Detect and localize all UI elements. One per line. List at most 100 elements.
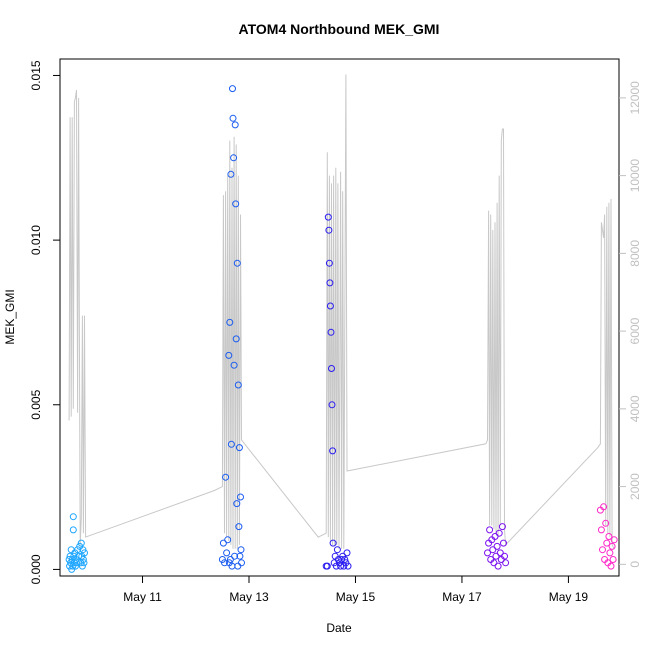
y-tick-label: 0.010 bbox=[29, 225, 43, 255]
y2-tick-label: 0 bbox=[628, 561, 642, 568]
data-point bbox=[333, 546, 341, 554]
x-axis: May 11 May 13 May 15 May 17 May 19 bbox=[123, 576, 588, 604]
data-point bbox=[344, 562, 352, 570]
data-point bbox=[227, 170, 235, 178]
y-axis: 0.000 0.005 0.010 0.015 bbox=[29, 60, 60, 584]
y-tick-label: 0.005 bbox=[29, 389, 43, 419]
data-point bbox=[327, 328, 335, 336]
data-point bbox=[599, 546, 606, 554]
data-point bbox=[81, 549, 88, 557]
data-point bbox=[489, 546, 497, 554]
data-point bbox=[235, 523, 243, 531]
data-point bbox=[607, 562, 615, 570]
data-point bbox=[222, 473, 230, 481]
data-point bbox=[71, 562, 79, 570]
data-point bbox=[325, 259, 333, 267]
data-point bbox=[229, 114, 237, 122]
data-point bbox=[224, 536, 232, 544]
data-point bbox=[229, 85, 236, 93]
plot-frame bbox=[59, 58, 620, 577]
data-point bbox=[324, 213, 332, 221]
y2-tick-label: 2000 bbox=[628, 473, 642, 500]
data-point bbox=[337, 562, 345, 570]
data-point bbox=[492, 552, 500, 560]
data-point bbox=[609, 556, 617, 563]
data-point bbox=[502, 559, 510, 567]
data-point bbox=[237, 546, 245, 554]
x-tick-label: May 17 bbox=[442, 590, 482, 604]
x-tick-label: May 11 bbox=[123, 590, 162, 604]
data-point bbox=[326, 302, 334, 310]
data-point bbox=[77, 539, 85, 547]
data-point bbox=[233, 259, 241, 267]
data-point bbox=[226, 318, 234, 326]
data-point bbox=[605, 533, 613, 540]
data-point bbox=[610, 536, 618, 544]
data-point bbox=[494, 562, 502, 570]
data-point bbox=[69, 513, 77, 521]
data-point bbox=[597, 526, 605, 534]
data-point bbox=[230, 154, 238, 162]
data-point bbox=[329, 539, 337, 547]
data-point bbox=[79, 556, 87, 563]
y2-tick-label: 4000 bbox=[628, 395, 642, 422]
data-point bbox=[608, 542, 616, 550]
altitude-line bbox=[68, 74, 615, 550]
data-point bbox=[78, 562, 86, 570]
data-point bbox=[231, 121, 239, 129]
y2-tick-label: 8000 bbox=[628, 240, 642, 267]
y2-tick-label: 10000 bbox=[628, 159, 642, 193]
data-point bbox=[325, 226, 333, 234]
data-point bbox=[329, 447, 337, 455]
data-point bbox=[75, 552, 83, 560]
data-point bbox=[235, 444, 243, 452]
data-point bbox=[219, 539, 227, 547]
data-point bbox=[602, 519, 610, 527]
y-tick-label: 0.015 bbox=[29, 60, 43, 90]
y2-tick-label: 6000 bbox=[628, 317, 642, 344]
data-point bbox=[234, 381, 242, 389]
data-point bbox=[233, 500, 241, 508]
x-tick-label: May 13 bbox=[229, 590, 269, 604]
data-point bbox=[341, 556, 349, 563]
data-point bbox=[227, 440, 235, 448]
data-points bbox=[65, 85, 618, 573]
y-axis-label: MEK_GMI bbox=[3, 289, 17, 344]
data-point bbox=[484, 549, 491, 557]
data-point bbox=[323, 562, 331, 570]
data-point bbox=[328, 401, 336, 409]
y2-tick-label: 12000 bbox=[628, 81, 642, 115]
altitude-lines bbox=[68, 74, 615, 550]
data-point bbox=[501, 552, 508, 560]
data-point bbox=[230, 361, 238, 369]
data-point bbox=[328, 365, 335, 372]
x-axis-label: Date bbox=[326, 621, 352, 635]
data-point bbox=[495, 529, 503, 537]
data-point bbox=[498, 523, 506, 531]
data-point bbox=[490, 559, 498, 567]
data-point bbox=[232, 200, 240, 208]
data-point bbox=[606, 549, 614, 557]
data-point bbox=[600, 503, 608, 511]
y-tick-label: 0.000 bbox=[29, 554, 43, 584]
data-point bbox=[223, 549, 231, 557]
data-point bbox=[486, 526, 494, 534]
data-point bbox=[603, 539, 611, 547]
x-tick-label: May 19 bbox=[549, 590, 589, 604]
data-point bbox=[338, 556, 346, 563]
data-point bbox=[491, 533, 499, 540]
data-point bbox=[238, 559, 245, 567]
data-point bbox=[225, 351, 233, 359]
data-point bbox=[226, 556, 234, 563]
chart-title: ATOM4 Northbound MEK_GMI bbox=[239, 21, 440, 37]
data-point bbox=[500, 539, 507, 547]
data-point bbox=[232, 335, 240, 343]
data-point bbox=[65, 556, 73, 563]
data-point bbox=[237, 493, 244, 501]
data-point bbox=[326, 279, 334, 287]
data-point bbox=[221, 559, 228, 567]
y2-axis: 0 2000 4000 6000 8000 10000 12000 bbox=[619, 81, 642, 568]
data-point bbox=[496, 549, 504, 557]
data-point bbox=[493, 542, 501, 550]
data-point bbox=[69, 526, 77, 534]
